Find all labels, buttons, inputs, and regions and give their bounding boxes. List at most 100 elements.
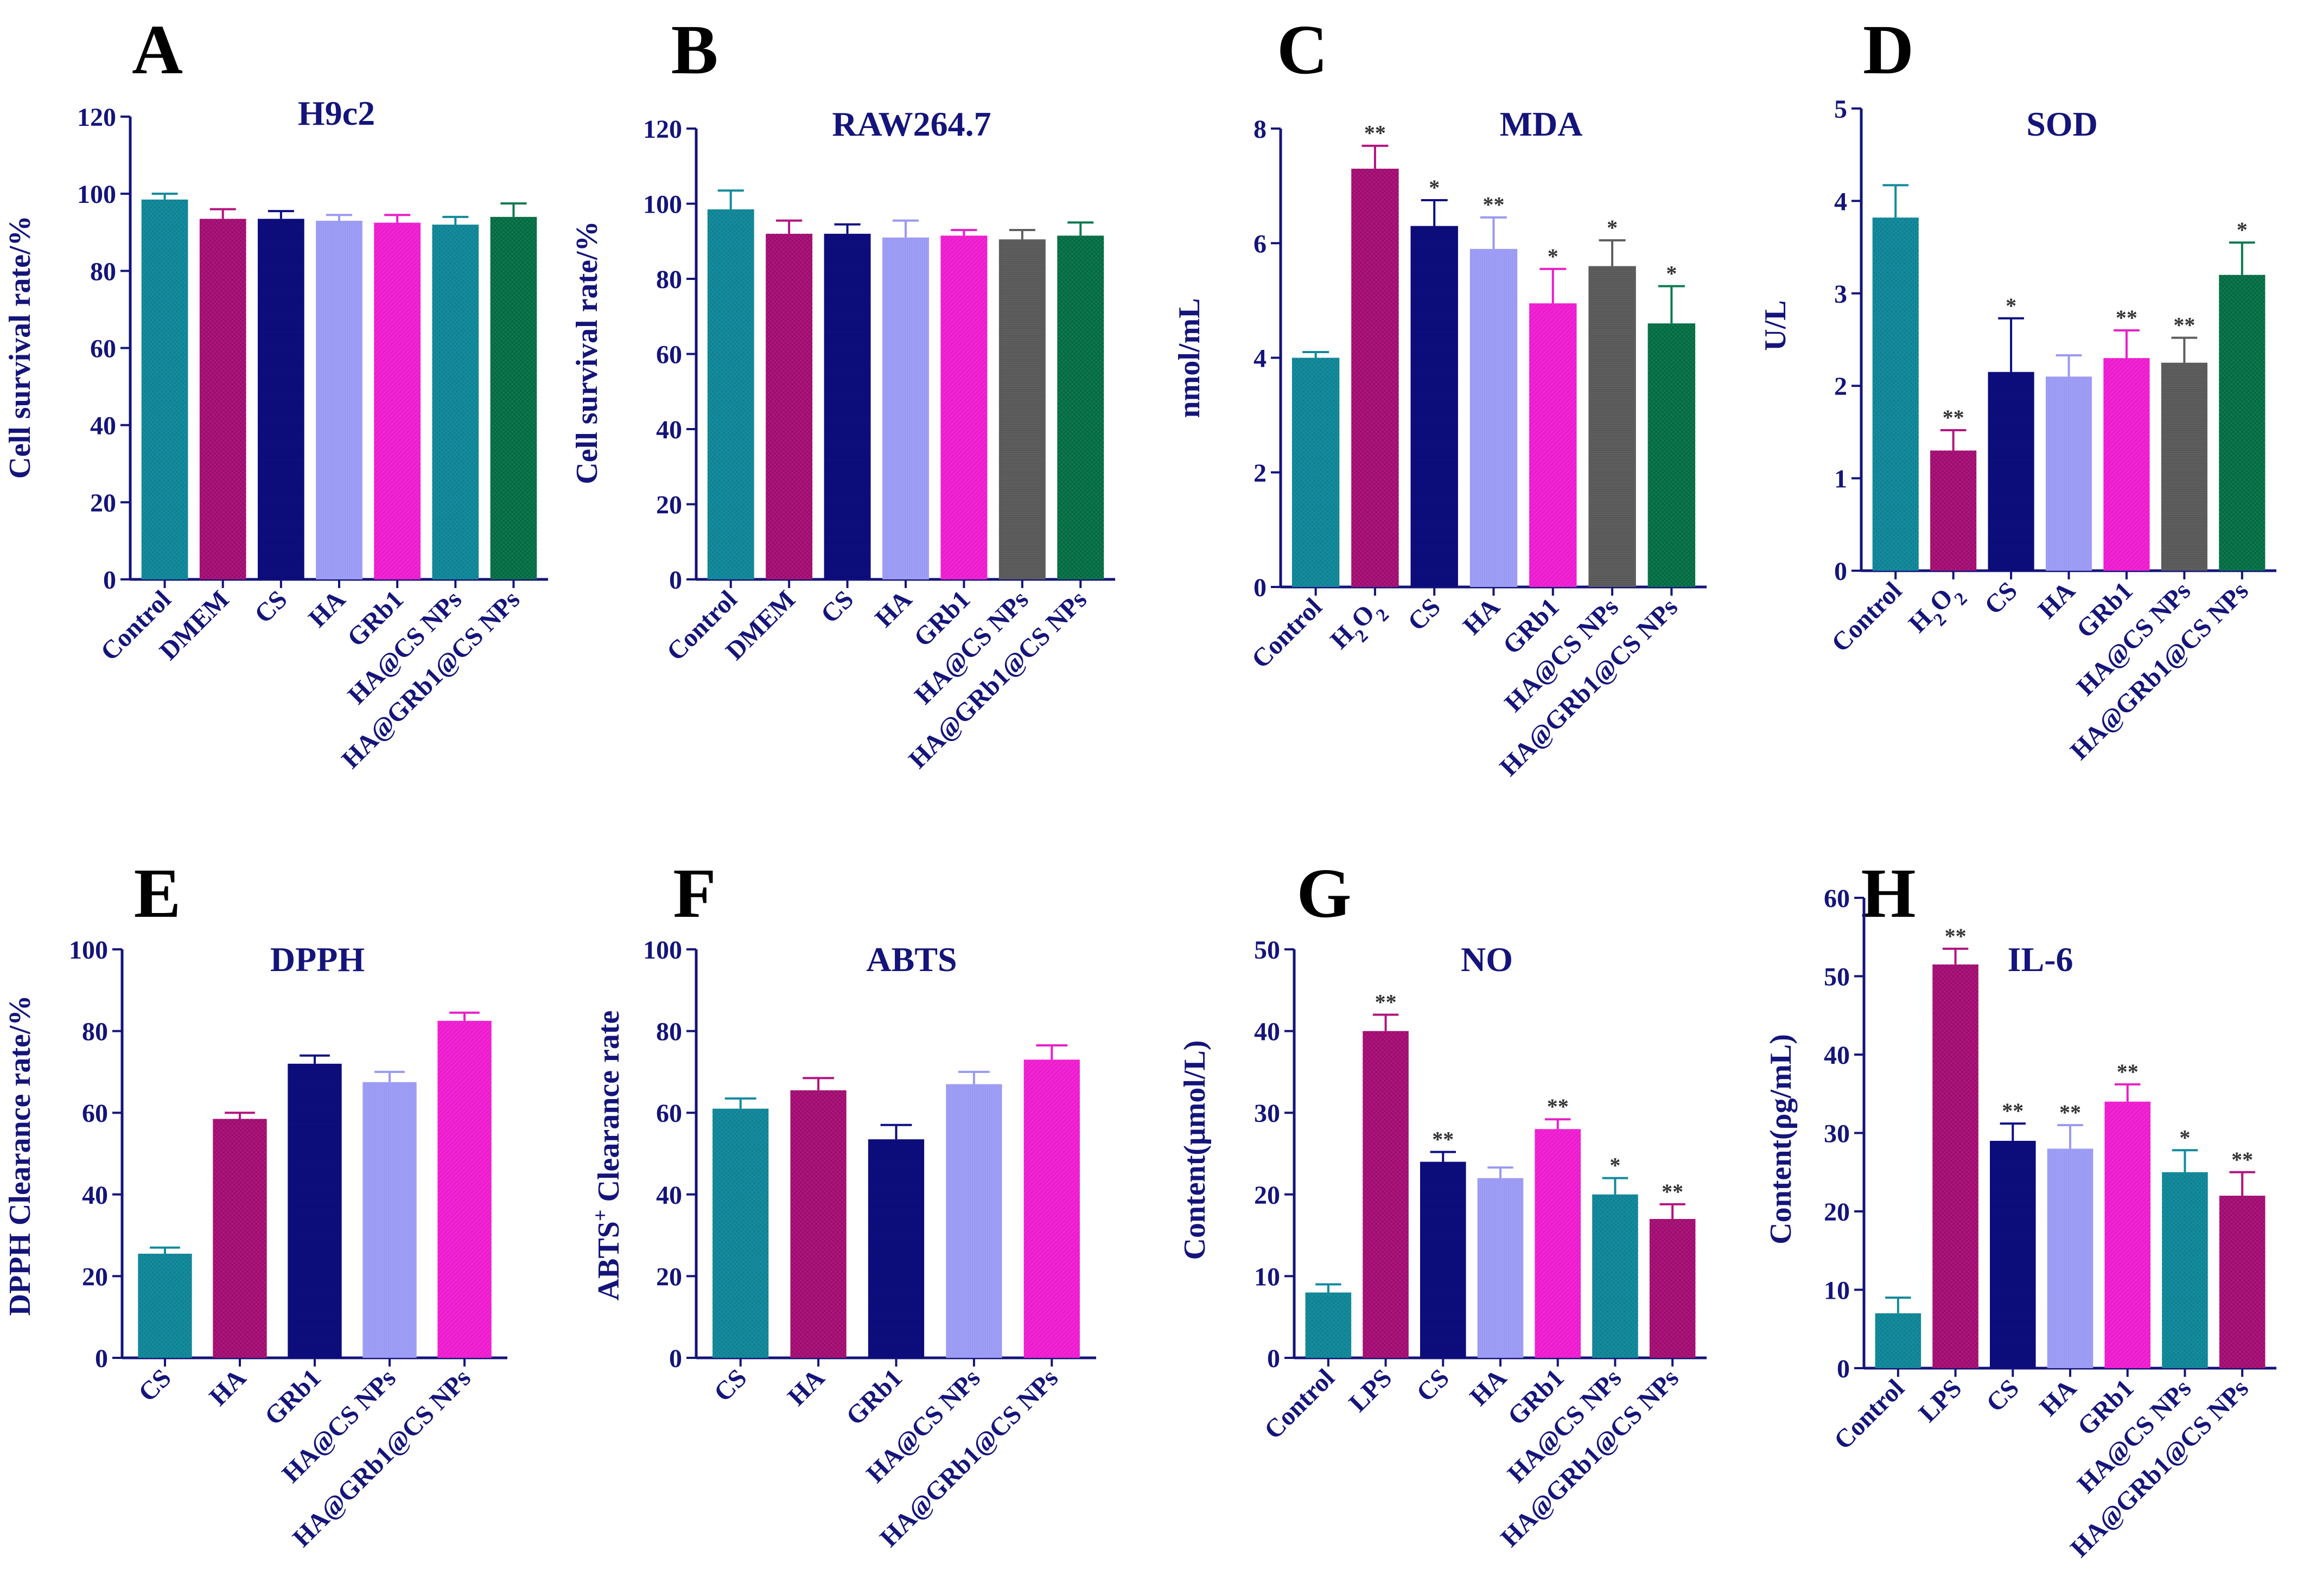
y-tick-label: 0 bbox=[1267, 1344, 1280, 1373]
y-tick-label: 0 bbox=[103, 566, 116, 595]
y-tick-label: 50 bbox=[1254, 936, 1280, 965]
chart-title: DPPH bbox=[270, 940, 365, 979]
bar bbox=[2103, 358, 2150, 571]
panel-g: G NO Content(μmol/L) 0 10 20 30 40 50 Control ** LP… bbox=[1178, 854, 1707, 1553]
bar bbox=[1588, 266, 1636, 587]
bar bbox=[2045, 376, 2092, 571]
x-tick-label: Control bbox=[1246, 592, 1327, 674]
y-tick-label: 10 bbox=[1824, 1276, 1850, 1305]
significance-label: ** bbox=[1547, 1094, 1569, 1119]
x-tick-label: HA bbox=[2034, 1374, 2082, 1422]
bar bbox=[362, 1082, 417, 1358]
x-tick-label: CS bbox=[249, 585, 293, 629]
bar bbox=[1410, 226, 1458, 587]
x-tick-label: HA bbox=[2033, 576, 2081, 624]
y-tick-label: 4 bbox=[1254, 344, 1267, 373]
panel-letter: H bbox=[1861, 854, 1916, 933]
significance-label: ** bbox=[1432, 1127, 1454, 1151]
y-tick-label: 100 bbox=[77, 180, 116, 209]
x-tick-label: CS bbox=[815, 585, 859, 629]
panel-letter: G bbox=[1296, 854, 1351, 933]
bar bbox=[946, 1084, 1002, 1358]
y-tick-label: 30 bbox=[1254, 1099, 1280, 1128]
bar bbox=[2161, 362, 2207, 571]
bar bbox=[1291, 357, 1340, 587]
x-tick-label: HA bbox=[203, 1363, 252, 1412]
bar bbox=[1535, 1129, 1581, 1358]
x-tick-label: GRb1 bbox=[259, 1363, 327, 1431]
y-axis-label: Content(ρg/mL) bbox=[1764, 1034, 1798, 1244]
x-tick-label: HA bbox=[1464, 1363, 1512, 1412]
bar bbox=[1023, 1059, 1080, 1358]
bar bbox=[138, 1253, 192, 1358]
y-tick-label: 40 bbox=[656, 1181, 682, 1210]
bar bbox=[288, 1063, 342, 1358]
bar bbox=[940, 235, 988, 579]
bar bbox=[2104, 1101, 2150, 1368]
y-tick-label: 120 bbox=[643, 115, 682, 144]
y-tick-label: 30 bbox=[1824, 1120, 1850, 1148]
bar bbox=[1932, 964, 1978, 1368]
panel-b: B RAW264.7 Cell survival rate/% 0 20 40 60 80 10… bbox=[570, 11, 1115, 774]
x-tick-label: H2O2 bbox=[1325, 592, 1392, 660]
bar bbox=[2219, 274, 2266, 571]
x-tick-label: LPS bbox=[1913, 1374, 1968, 1428]
bar bbox=[1592, 1194, 1638, 1358]
bar bbox=[2162, 1172, 2208, 1368]
bar bbox=[199, 219, 246, 579]
bar bbox=[1305, 1292, 1352, 1358]
x-tick-label: CS bbox=[133, 1363, 177, 1407]
y-tick-label: 80 bbox=[90, 257, 116, 286]
bar bbox=[1930, 450, 1977, 571]
y-tick-label: 20 bbox=[1824, 1198, 1850, 1227]
bar bbox=[998, 239, 1046, 580]
bar bbox=[1647, 323, 1696, 587]
y-tick-label: 80 bbox=[656, 265, 682, 294]
bar bbox=[437, 1020, 492, 1358]
bar bbox=[1649, 1218, 1696, 1358]
significance-label: ** bbox=[2117, 1059, 2139, 1084]
y-tick-label: 100 bbox=[69, 936, 108, 965]
y-tick-label: 120 bbox=[77, 103, 116, 132]
y-tick-label: 60 bbox=[656, 1099, 682, 1128]
x-tick-label: Control bbox=[1259, 1363, 1340, 1445]
label-part: O bbox=[1924, 583, 1959, 617]
panel-letter: C bbox=[1277, 11, 1328, 89]
x-tick-label: HA bbox=[869, 585, 918, 633]
y-tick-label: 40 bbox=[90, 412, 116, 441]
x-tick-label: HA bbox=[303, 585, 351, 633]
panel-letter: B bbox=[671, 11, 718, 89]
y-tick-label: 80 bbox=[656, 1018, 682, 1046]
significance-label: ** bbox=[1662, 1179, 1683, 1204]
bar bbox=[213, 1119, 267, 1358]
significance-label: ** bbox=[1375, 989, 1397, 1014]
bar bbox=[712, 1108, 769, 1358]
significance-label: ** bbox=[2116, 305, 2137, 330]
y-tick-label: 60 bbox=[1824, 884, 1850, 913]
chart-title: RAW264.7 bbox=[832, 105, 991, 143]
bar bbox=[490, 216, 537, 580]
y-axis-label: Cell survival rate/% bbox=[570, 221, 604, 484]
chart-title: IL-6 bbox=[2008, 940, 2073, 979]
significance-label: ** bbox=[1943, 405, 1964, 430]
y-axis-label: Content(μmol/L) bbox=[1178, 1040, 1212, 1260]
bar bbox=[1875, 1313, 1921, 1368]
bar bbox=[2047, 1148, 2094, 1368]
y-tick-label: 80 bbox=[82, 1018, 108, 1046]
y-tick-label: 20 bbox=[90, 489, 116, 518]
y-tick-label: 40 bbox=[1824, 1041, 1850, 1070]
y-tick-label: 60 bbox=[656, 341, 682, 369]
y-tick-label: 0 bbox=[669, 566, 682, 595]
panel-letter: D bbox=[1863, 11, 1914, 89]
label-part: O bbox=[1346, 599, 1380, 634]
y-axis-label: ABTS+ Clearance rate bbox=[589, 1011, 626, 1301]
y-tick-label: 0 bbox=[1254, 573, 1267, 602]
y-tick-label: 40 bbox=[1254, 1018, 1280, 1046]
panel-letter: A bbox=[132, 11, 183, 89]
chart-title: SOD bbox=[2026, 105, 2098, 143]
y-tick-label: 0 bbox=[1834, 557, 1847, 586]
bar bbox=[1988, 372, 2034, 571]
bar bbox=[316, 220, 362, 579]
panel-a: A H9c2 Cell survival rate/% 0 20 40 60 80 100 120… bbox=[3, 11, 548, 774]
